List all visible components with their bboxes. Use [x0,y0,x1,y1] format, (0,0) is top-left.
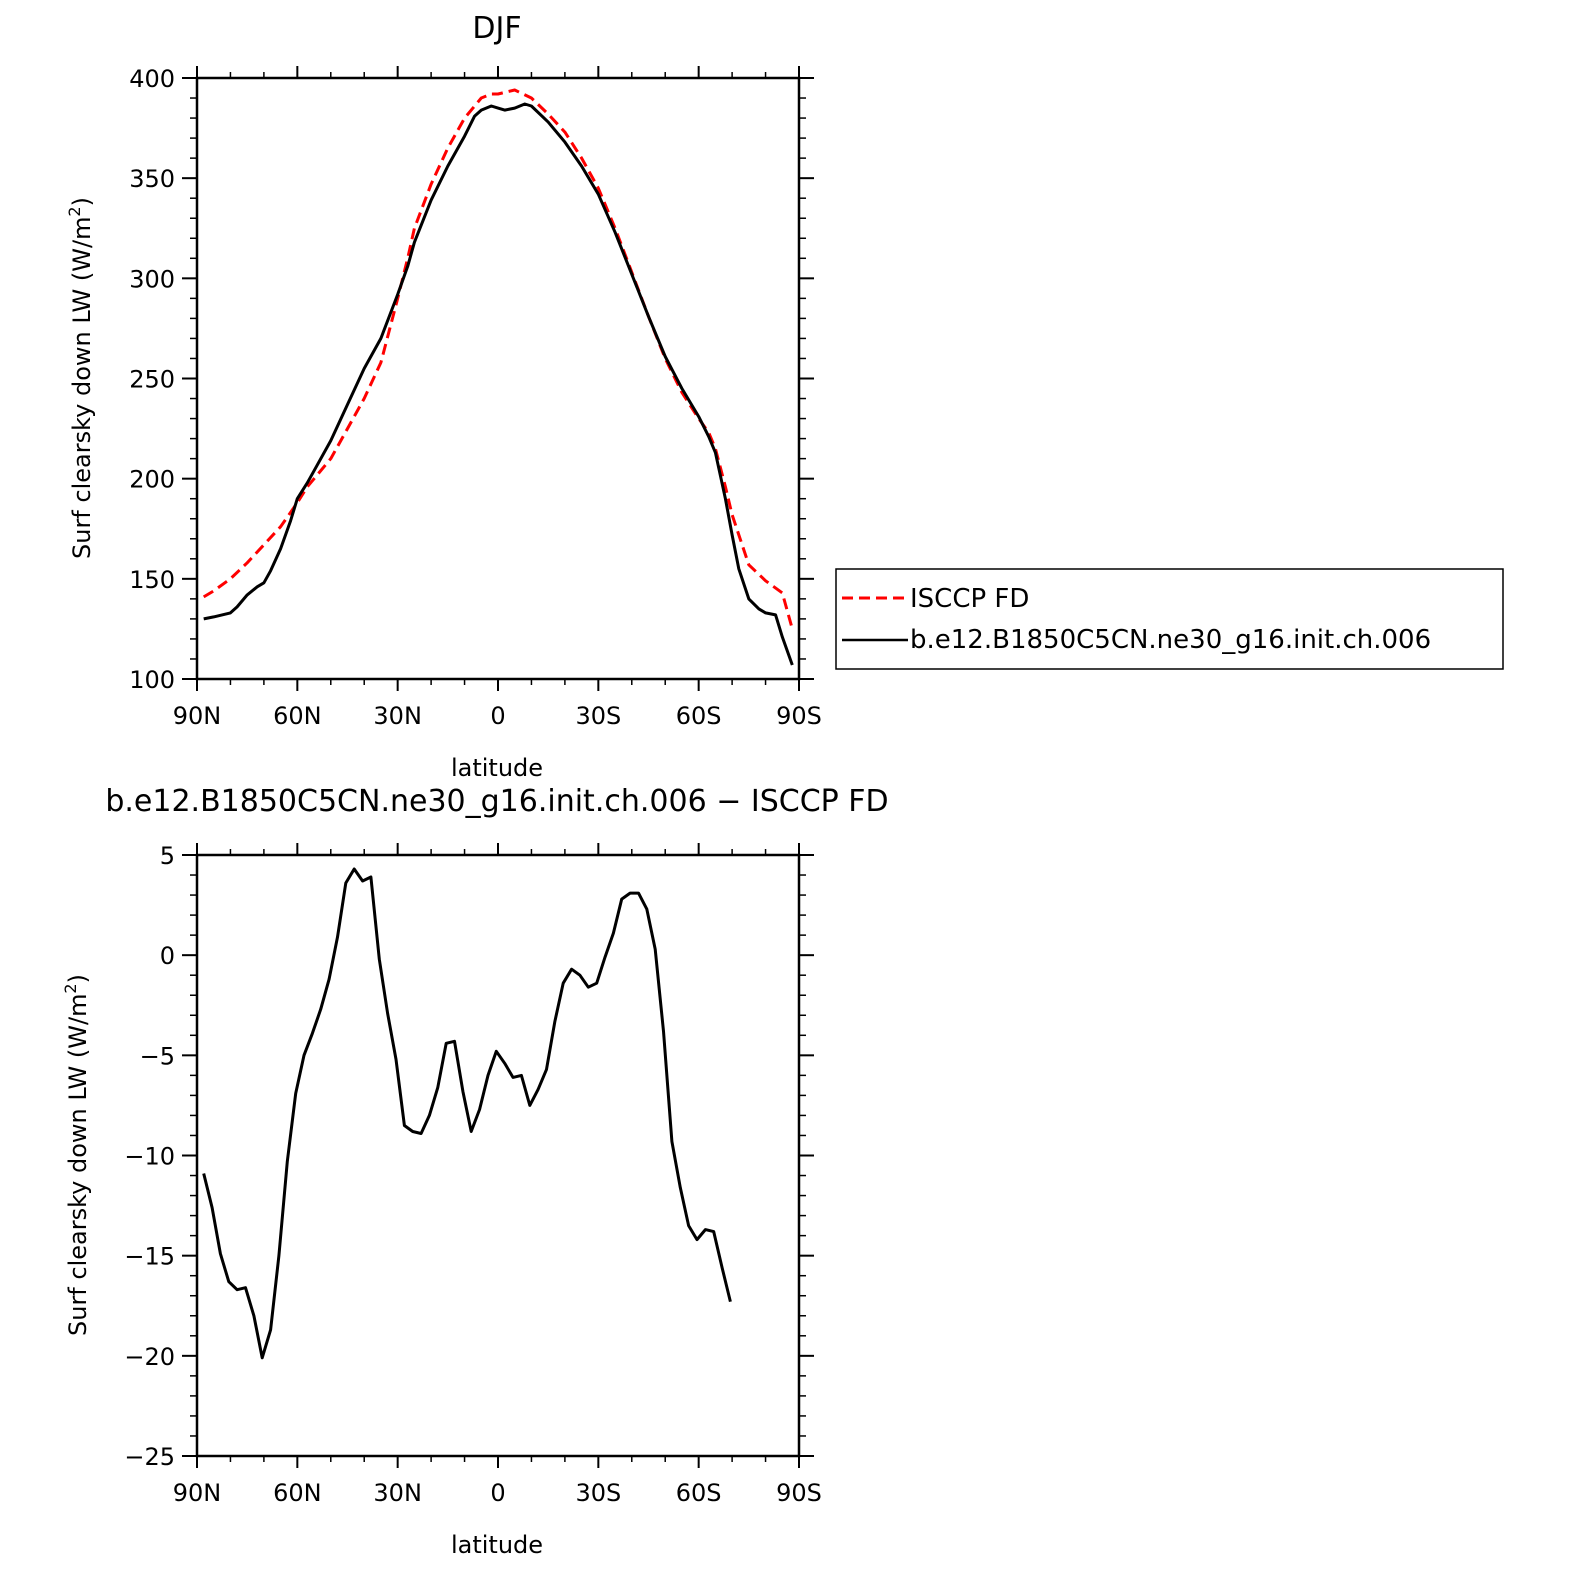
x-tick-label: 90S [776,702,822,730]
panel-top-frame [195,76,801,681]
legend-label-model: b.e12.B1850C5CN.ne30_g16.init.ch.006 [910,625,1431,655]
panel-bottom-ylabel-main: Surf clearsky down LW (W/m [64,994,92,1336]
y-tick-label: −20 [124,1343,175,1371]
panel-bottom-ticks [182,843,814,1468]
panel-bottom-title: b.e12.B1850C5CN.ne30_g16.init.ch.006 − I… [105,784,888,819]
panel-bottom: b.e12.B1850C5CN.ne30_g16.init.ch.006 − I… [61,784,889,1559]
y-tick-label: 300 [129,265,175,293]
panel-bottom-ylabel: Surf clearsky down LW (W/m2) [61,974,92,1336]
x-tick-label: 30S [575,1479,621,1507]
series-line-b-e12-b1850c5cn-ne30-g16-init-ch-006 [203,102,794,666]
panel-top-ylabel-main: Surf clearsky down LW (W/m [68,217,96,559]
panel-bottom-xlabel: latitude [451,1531,543,1559]
panel-top: DJF 90N 60N 30N 0 30S 60S 90S 400 350 300 250 200 1… [65,11,1504,782]
panel-top-x-tick-labels: 90N 60N 30N 0 30S 60S 90S [173,702,822,730]
y-tick-label: 250 [129,366,175,394]
y-tick-label: 400 [129,65,175,93]
x-tick-label: 0 [490,702,505,730]
x-tick-label: 90N [173,702,222,730]
legend: ISCCP FD b.e12.B1850C5CN.ne30_g16.init.c… [835,568,1504,670]
panel-top-xlabel: latitude [451,754,543,782]
x-tick-label: 30N [373,1479,422,1507]
panel-bottom-ylabel-end: ) [64,974,92,983]
x-tick-label: 0 [490,1479,505,1507]
x-tick-label: 60N [273,1479,322,1507]
panel-top-ticks [182,66,814,691]
y-tick-label: −25 [124,1443,175,1471]
legend-box [835,568,1504,670]
series-line-isccp-fd [202,88,794,630]
y-tick-label: 150 [129,566,175,594]
series-line-difference [202,867,732,1360]
panel-bottom-ylabel-sup: 2 [61,983,80,993]
panel-top-ylabel: Surf clearsky down LW (W/m2) [65,197,96,559]
panel-top-y-tick-labels: 400 350 300 250 200 150 100 [129,65,175,694]
x-tick-label: 90N [173,1479,222,1507]
y-tick-label: 200 [129,466,175,494]
panel-bottom-lines [202,867,732,1360]
x-tick-label: 30N [373,702,422,730]
y-tick-label: 350 [129,165,175,193]
y-tick-label: −5 [140,1042,175,1070]
x-tick-label: 60S [676,1479,722,1507]
y-tick-label: 0 [160,942,175,970]
x-tick-label: 90S [776,1479,822,1507]
x-tick-label: 60S [676,702,722,730]
panel-top-ylabel-sup: 2 [65,206,84,216]
panel-top-ylabel-end: ) [68,197,96,206]
panel-bottom-y-tick-labels: 5 0 −5 −10 −15 −20 −25 [124,842,175,1471]
panel-top-title: DJF [472,11,521,46]
x-tick-label: 30S [575,702,621,730]
y-tick-label: −10 [124,1143,175,1171]
panel-bottom-x-tick-labels: 90N 60N 30N 0 30S 60S 90S [173,1479,822,1507]
panel-top-lines [202,88,794,666]
x-tick-label: 60N [273,702,322,730]
y-tick-label: 100 [129,666,175,694]
y-tick-label: −15 [124,1243,175,1271]
y-tick-label: 5 [160,842,175,870]
legend-label-isccp: ISCCP FD [910,584,1029,614]
